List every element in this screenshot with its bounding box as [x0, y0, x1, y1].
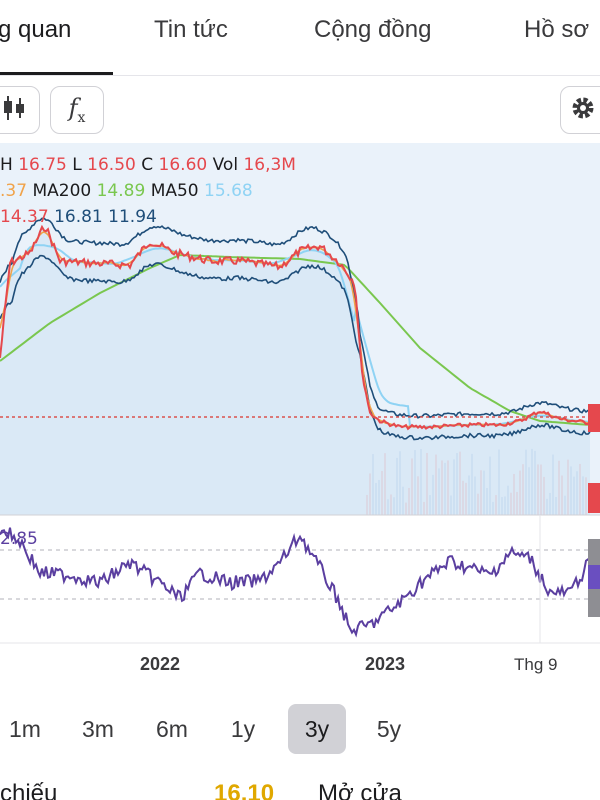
x-label-2022: 2022 — [140, 654, 181, 674]
band-upper-line — [0, 217, 591, 419]
rsi-line — [0, 527, 591, 638]
range-5y[interactable]: 5y — [376, 715, 402, 742]
x-label-thg9: Thg 9 — [514, 655, 558, 674]
x-label-2023: 2023 — [365, 654, 406, 674]
range-1m[interactable]: 1m — [9, 715, 41, 742]
price-chart[interactable]: H 16.75 L 16.50 C 16.60 Vol 16,3M .37 MA… — [0, 143, 600, 690]
range-3m[interactable]: 3m — [82, 715, 114, 742]
price-marker — [588, 404, 600, 432]
settings-button[interactable] — [560, 86, 600, 134]
candlestick-icon — [3, 95, 27, 126]
band-lower-line — [0, 254, 591, 441]
indicator-button[interactable]: fx — [50, 86, 104, 134]
tab-community[interactable]: Cộng đồng — [314, 16, 432, 43]
price-area — [0, 227, 590, 515]
ohlc-legend: H 16.75 L 16.50 C 16.60 Vol 16,3M — [0, 155, 296, 175]
active-tab-indicator — [0, 72, 113, 75]
band-legend: 14.37 16.81 11.94 — [0, 207, 157, 227]
price-line — [0, 224, 591, 431]
tab-profile[interactable]: Hồ sơ — [524, 16, 590, 43]
volume-marker — [588, 483, 600, 513]
rsi-value-marker — [588, 565, 600, 589]
range-3y[interactable]: 3y — [288, 704, 346, 754]
open-label: Mở cửa — [318, 780, 402, 800]
range-1y[interactable]: 1y — [230, 715, 256, 742]
rsi-legend: 2.85 — [0, 529, 38, 549]
tab-bar: g quan Tin tức Cộng đồng Hồ sơ — [0, 0, 600, 76]
gear-icon — [570, 95, 596, 126]
tab-news[interactable]: Tin tức — [154, 16, 228, 43]
chart-type-button[interactable] — [0, 86, 40, 134]
range-6m[interactable]: 6m — [156, 715, 188, 742]
reference-label: chiếu — [0, 780, 58, 800]
tab-overview[interactable]: g quan — [0, 16, 72, 43]
ma200-line — [0, 253, 589, 426]
ma-legend: .37 MA200 14.89 MA50 15.68 — [0, 181, 253, 201]
function-icon: fx — [68, 94, 86, 126]
reference-value: 16.10 — [214, 780, 275, 800]
chart-canvas[interactable] — [0, 143, 600, 690]
